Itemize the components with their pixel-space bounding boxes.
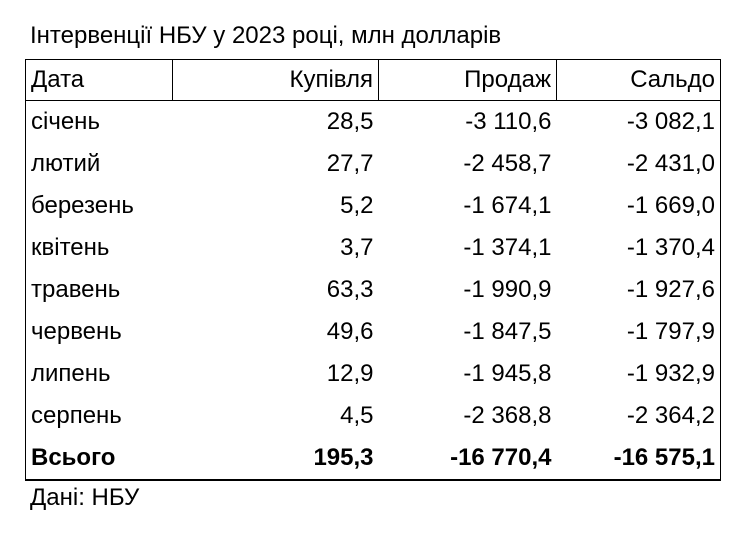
cell: -1 797,9 [626,318,715,345]
cell: 195,3 [313,444,374,471]
cell: 4,5 [340,402,374,429]
cell: 49,6 [326,318,374,345]
row-label: липень [31,360,111,387]
cell: 5,2 [340,192,374,219]
cell: -1 990,9 [463,276,552,303]
table-body: Дата Купівля Продаж Сальдо січень 28,5 -3 110,… [25,59,721,481]
row-label: березень [31,192,134,219]
cell: -2 458,7 [463,150,552,177]
row-label: червень [31,318,122,345]
row-label: квітень [31,234,110,261]
cell: -1 370,4 [626,234,715,261]
cell: -1 927,6 [626,276,715,303]
cell: -1 674,1 [463,192,552,219]
cell: -1 945,8 [463,360,552,387]
cell: -2 364,2 [626,402,715,429]
cell: 3,7 [340,234,374,261]
cell: -3 110,6 [465,108,552,135]
cell: 28,5 [326,108,374,135]
row-label: січень [31,108,100,135]
body-row: червень 49,6 -1 847,5 -1 797,9 [26,311,721,353]
cell: -1 374,1 [463,234,552,261]
cell: 63,3 [326,276,374,303]
total-row: Всього 195,3 -16 770,4 -16 575,1 [26,437,721,480]
body-row: серпень 4,5 -2 368,8 -2 364,2 [26,395,721,437]
cell: 12,9 [326,360,374,387]
body-row: травень 63,3 -1 990,9 -1 927,6 [26,269,721,311]
cell: -16 575,1 [613,444,715,471]
cell: -1 847,5 [463,318,552,345]
source-note: Дані: НБУ [30,484,140,511]
cell: -2 368,8 [463,402,552,429]
cell: -1 669,0 [626,192,715,219]
row-label: Всього [31,444,116,471]
cell: Продаж [378,59,557,101]
cell: -16 770,4 [450,444,552,471]
cell: -1 932,9 [626,360,715,387]
data-table: Дата Купівля Продаж Сальдо січень 28,5 -3 110,… [25,59,721,481]
cell: Купівля [172,59,379,101]
row-label: лютий [31,150,101,177]
body-row: липень 12,9 -1 945,8 -1 932,9 [26,353,721,395]
head-row: Дата Купівля Продаж Сальдо [25,59,721,101]
body-row: лютий 27,7 -2 458,7 -2 431,0 [26,143,721,185]
cell: -2 431,0 [626,150,715,177]
cell: Сальдо [556,59,721,101]
body-row: березень 5,2 -1 674,1 -1 669,0 [26,185,721,227]
row-label: серпень [31,402,122,429]
body-row: квітень 3,7 -1 374,1 -1 370,4 [26,227,721,269]
table-title: Інтервенції НБУ у 2023 році, млн долларі… [30,22,502,49]
row-label: травень [31,276,121,303]
cell: 27,7 [326,150,374,177]
body-row: січень 28,5 -3 110,6 -3 082,1 [26,101,721,144]
cell: -3 082,1 [626,108,715,135]
row-label: Дата [25,59,173,101]
